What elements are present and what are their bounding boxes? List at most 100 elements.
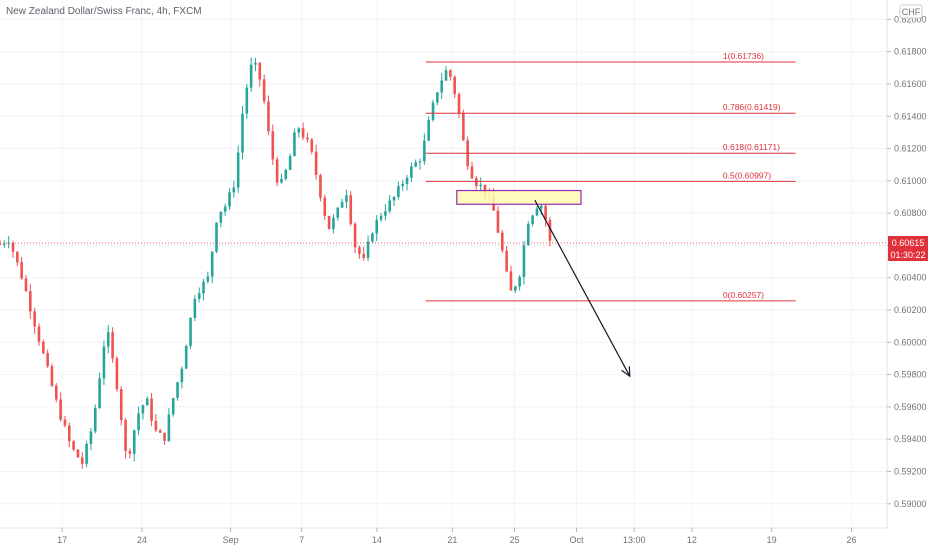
- candle-body: [232, 187, 236, 193]
- candle-body: [362, 253, 366, 258]
- candle-body: [431, 102, 435, 120]
- candle-body: [154, 420, 158, 431]
- fibonacci-retracement[interactable]: 1(0.61736) 0.786(0.61419) 0.618(0.61171) 0.…: [425, 51, 796, 302]
- candle-body: [397, 186, 400, 198]
- x-tick-label: Oct: [570, 535, 585, 545]
- candle-body: [535, 208, 539, 216]
- y-tick-label: 0.62000: [894, 14, 927, 24]
- candle-body: [42, 341, 45, 354]
- currency-badge-label: CHF: [902, 7, 921, 17]
- candle-body: [33, 311, 36, 327]
- fib-level-label: 0(0.60257): [723, 290, 764, 300]
- candle-body: [115, 358, 119, 390]
- candle-body: [63, 419, 67, 426]
- candle-body: [128, 450, 132, 454]
- candle-body: [137, 413, 140, 431]
- candle-body: [171, 397, 175, 415]
- candle-body: [223, 206, 227, 212]
- candle-body: [67, 425, 71, 442]
- candle-body: [436, 92, 439, 103]
- resistance-zone[interactable]: [456, 189, 582, 205]
- y-tick-label: 0.61600: [894, 79, 927, 89]
- candle-body: [24, 278, 28, 292]
- candle-body: [76, 449, 80, 458]
- candle-body: [349, 195, 353, 224]
- candle-body: [215, 222, 218, 252]
- time-axis[interactable]: 17 24 Sep 7 14 21 25 Oct 13:00 12 19 26: [57, 528, 857, 545]
- y-tick-label: 0.59600: [894, 402, 927, 412]
- y-tick-label: 0.59000: [894, 499, 927, 509]
- candle-body: [284, 169, 288, 179]
- candle-body: [0, 243, 2, 245]
- candle-body: [7, 242, 10, 244]
- candle-body: [206, 276, 210, 282]
- x-tick-label: Sep: [223, 535, 239, 545]
- candle-body: [513, 286, 517, 291]
- candle-body: [336, 207, 340, 218]
- x-tick-label: 21: [447, 535, 457, 545]
- candle-body: [228, 192, 231, 207]
- candle-body: [548, 219, 552, 241]
- candle-body: [410, 166, 413, 178]
- price-axis[interactable]: 0.62000 0.61800 0.61600 0.61400 0.61200 0.610…: [887, 14, 927, 509]
- candle-body: [197, 293, 201, 299]
- candle-body: [54, 385, 58, 400]
- candle-body: [427, 119, 430, 141]
- candle-body: [297, 128, 301, 133]
- candle-body: [358, 247, 361, 254]
- candle-body: [132, 430, 136, 454]
- x-tick-label: 14: [372, 535, 382, 545]
- y-tick-label: 0.61800: [894, 47, 927, 57]
- y-tick-label: 0.61000: [894, 176, 927, 186]
- currency-badge[interactable]: CHF: [899, 4, 923, 19]
- candle-body: [366, 241, 370, 258]
- projection-arrow[interactable]: [534, 199, 631, 378]
- candle-body: [401, 183, 405, 187]
- candle-body: [379, 215, 383, 220]
- last-price-badge: [888, 236, 928, 250]
- candle-body: [254, 62, 257, 65]
- candle-body: [496, 210, 500, 233]
- candle-body: [340, 201, 344, 208]
- candle-body: [98, 378, 101, 408]
- candle-body: [388, 200, 392, 212]
- candle-body: [440, 80, 443, 93]
- x-tick-label: 19: [767, 535, 777, 545]
- candle-body: [306, 137, 309, 140]
- candle-body: [245, 87, 249, 114]
- candle-body: [310, 139, 314, 152]
- candle-body: [327, 215, 331, 230]
- candle-body: [3, 243, 6, 245]
- candle-body: [392, 197, 396, 201]
- candle-body: [457, 94, 461, 114]
- candle-body: [531, 215, 534, 224]
- candle-body: [262, 79, 266, 102]
- candle-body: [210, 251, 214, 277]
- candle-body: [180, 368, 184, 383]
- candle-body: [319, 175, 322, 198]
- arrow-shaft: [534, 199, 631, 377]
- y-tick-label: 0.60000: [894, 337, 927, 347]
- candle-body: [323, 197, 327, 216]
- candle-body: [124, 420, 127, 451]
- candle-body: [483, 184, 487, 195]
- candle-body: [236, 152, 240, 188]
- candle-body: [470, 166, 474, 179]
- candle-body: [314, 151, 318, 176]
- candle-body: [522, 245, 526, 277]
- last-price-label: 0.60615 01:30:22: [888, 236, 928, 262]
- x-tick-label: 12: [687, 535, 697, 545]
- y-tick-label: 0.60400: [894, 273, 927, 283]
- candle-body: [444, 70, 448, 81]
- candle-body: [150, 398, 153, 421]
- currency-badge-frame: [899, 4, 923, 19]
- candle-body: [505, 250, 508, 272]
- candle-body: [163, 432, 166, 441]
- candle-body: [267, 101, 270, 132]
- candle-body: [176, 382, 179, 398]
- candle-body: [119, 389, 123, 421]
- candle-body: [59, 399, 62, 420]
- candle-body: [46, 353, 49, 367]
- candle-body: [50, 366, 54, 386]
